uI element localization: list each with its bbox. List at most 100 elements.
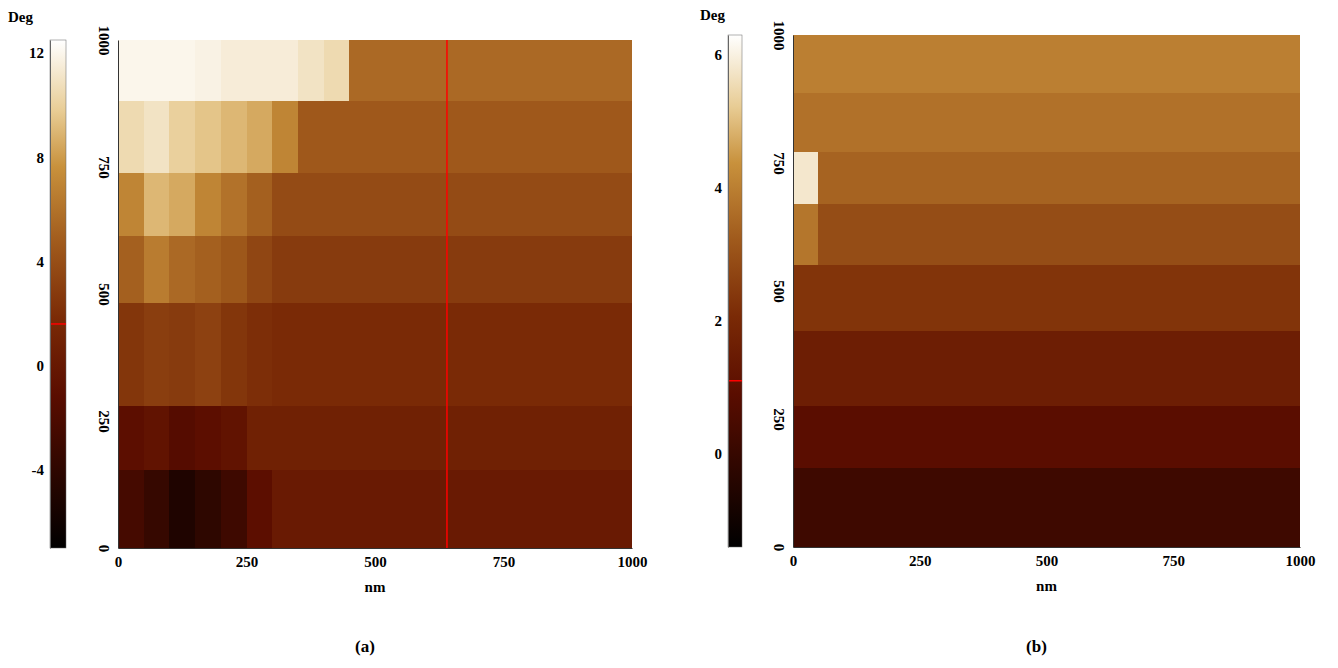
cell <box>818 152 844 204</box>
cell <box>1224 93 1250 152</box>
cell <box>818 467 844 547</box>
figure: 0250500750100002505007501000nm(a)-404812… <box>0 0 1338 668</box>
cell <box>1072 330 1098 406</box>
cell <box>1224 330 1250 406</box>
x-tick: 250 <box>909 547 932 569</box>
y-tick: 250 <box>771 408 793 431</box>
cell <box>945 265 971 331</box>
cell <box>844 405 870 468</box>
cell <box>894 330 920 406</box>
cell <box>844 93 870 152</box>
cell <box>247 405 273 470</box>
cell <box>555 405 581 470</box>
cell <box>555 100 581 172</box>
cell <box>996 93 1022 152</box>
y-axis: 02505007501000 <box>96 26 119 553</box>
cell <box>298 172 324 236</box>
cell <box>478 405 504 470</box>
x-axis-line <box>794 547 1301 548</box>
cell <box>581 405 607 470</box>
cell <box>894 467 920 547</box>
cell <box>324 470 350 548</box>
cell <box>844 152 870 204</box>
colorbar-axis-line <box>728 36 729 548</box>
colorbar-axis: -404812 <box>29 41 51 549</box>
cell <box>869 405 895 468</box>
colorbar-tick: 6 <box>715 47 729 63</box>
cell <box>1173 265 1199 331</box>
cell <box>1224 203 1250 266</box>
cell <box>401 405 427 470</box>
cell <box>1047 330 1073 406</box>
x-tick: 250 <box>236 548 259 570</box>
cell <box>1097 152 1123 204</box>
cell <box>996 405 1022 468</box>
cell <box>1072 35 1098 93</box>
cell <box>869 265 895 331</box>
cell <box>375 172 401 236</box>
cursor-line <box>446 40 448 548</box>
cell <box>1173 330 1199 406</box>
cell <box>555 235 581 303</box>
cell <box>478 235 504 303</box>
cell <box>247 100 273 172</box>
cell <box>970 93 996 152</box>
cell <box>529 405 555 470</box>
cell <box>818 265 844 331</box>
cell <box>452 302 478 406</box>
cell <box>247 470 273 548</box>
cell <box>195 470 221 548</box>
cell <box>169 172 195 236</box>
cell <box>221 235 247 303</box>
cell <box>504 470 530 548</box>
cell <box>195 100 221 172</box>
panel: 0250500750100002505007501000nm(a)-404812… <box>8 9 648 656</box>
cell <box>1072 405 1098 468</box>
cell <box>144 100 170 172</box>
cell <box>349 40 375 101</box>
cell <box>118 405 144 470</box>
cell <box>920 405 946 468</box>
cell <box>272 100 298 172</box>
y-tick: 750 <box>96 156 118 179</box>
cell <box>1249 405 1275 468</box>
cell <box>349 100 375 172</box>
cell <box>844 35 870 93</box>
cell <box>970 467 996 547</box>
cell <box>1275 405 1300 468</box>
cell <box>1224 152 1250 204</box>
cell <box>945 405 971 468</box>
cell <box>298 405 324 470</box>
cell <box>970 35 996 93</box>
y-tick-label: 1000 <box>96 26 112 56</box>
cell <box>581 40 607 101</box>
cell <box>1097 35 1123 93</box>
cell <box>606 405 632 470</box>
cell <box>324 172 350 236</box>
cell <box>1249 35 1275 93</box>
y-tick-label: 500 <box>771 280 787 303</box>
cell <box>1249 467 1275 547</box>
cell <box>1148 35 1174 93</box>
cell <box>426 235 452 303</box>
cell <box>869 467 895 547</box>
cell <box>272 405 298 470</box>
cell <box>272 40 298 101</box>
cell <box>1148 203 1174 266</box>
cell <box>144 302 170 406</box>
cell <box>1072 265 1098 331</box>
x-tick-label: 500 <box>1036 553 1059 569</box>
cell <box>869 330 895 406</box>
cell <box>195 302 221 406</box>
cell <box>1173 405 1199 468</box>
cell <box>375 235 401 303</box>
x-tick-label: 750 <box>493 554 516 570</box>
x-axis-title: nm <box>1036 578 1057 594</box>
colorbar-tick-label: 8 <box>37 150 45 166</box>
cell <box>581 302 607 406</box>
cell <box>970 405 996 468</box>
cell <box>529 302 555 406</box>
x-tick: 750 <box>1163 547 1186 569</box>
cell <box>1249 93 1275 152</box>
cell <box>1021 203 1047 266</box>
